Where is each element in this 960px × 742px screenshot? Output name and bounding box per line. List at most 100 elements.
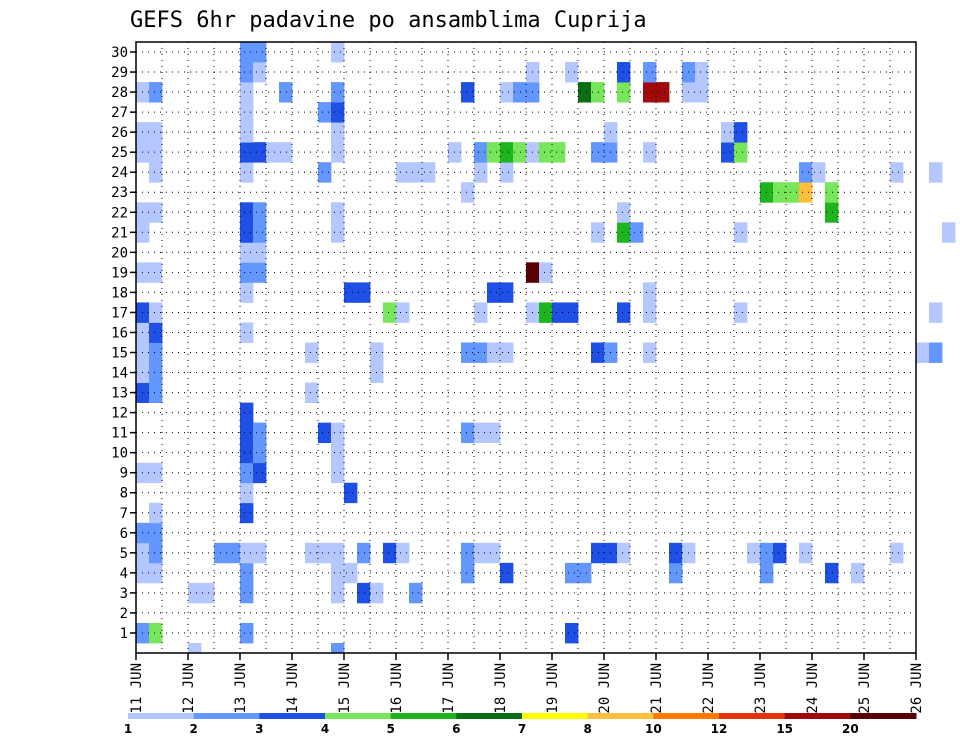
heatmap-cell [149, 122, 163, 143]
heatmap-cell [149, 362, 163, 383]
legend-swatch [325, 713, 392, 719]
heatmap-cell [500, 162, 514, 183]
heatmap-cell [149, 342, 163, 363]
heatmap-cell [240, 82, 254, 103]
heatmap-cell [565, 562, 579, 584]
heatmap-cell [487, 282, 501, 303]
heatmap-cell [331, 442, 345, 464]
heatmap-cell [149, 142, 163, 163]
heatmap-cell [240, 62, 254, 83]
heatmap-cell [721, 142, 735, 163]
y-tick-label: 28 [111, 85, 128, 101]
heatmap-cell [461, 82, 475, 103]
heatmap-cell [331, 422, 345, 444]
heatmap-cell [357, 582, 371, 604]
heatmap-cell [643, 302, 657, 323]
legend-label: 3 [255, 722, 263, 736]
heatmap-cell [500, 342, 514, 363]
heatmap-cell [500, 562, 514, 584]
heatmap-cell [240, 202, 254, 223]
x-axis: 11 JUN 12 JUN 13 JUN 14 JUN 15 JUN 16 JUN 17 J… [129, 653, 925, 714]
heatmap-cell [357, 282, 371, 303]
heatmap-cell [149, 562, 163, 584]
heatmap-cell [513, 142, 527, 163]
y-tick-label: 23 [111, 185, 128, 201]
legend-label: 1 [124, 722, 132, 736]
heatmap-cell [149, 262, 163, 283]
heatmap-cell [149, 502, 163, 524]
y-tick-label: 20 [111, 245, 128, 261]
legend-swatch [259, 713, 326, 719]
heatmap-cell [149, 542, 163, 564]
heatmap-cell [474, 342, 488, 363]
legend-label: 15 [776, 722, 793, 736]
heatmap-cell [253, 42, 267, 63]
legend-swatch [587, 713, 654, 719]
heatmap-cell [786, 182, 800, 203]
heatmap-cell [799, 162, 813, 183]
heatmap-cell [240, 42, 254, 63]
heatmap-cell [461, 542, 475, 564]
heatmap-cell [149, 622, 163, 644]
x-tick-label: 14 JUN [285, 663, 301, 714]
heatmap-cell [253, 422, 267, 444]
heatmap-cell [305, 542, 319, 564]
heatmap-cell [357, 542, 371, 564]
legend-label: 20 [842, 722, 859, 736]
heatmap-cell [331, 82, 345, 103]
heatmap-cell [578, 562, 592, 584]
y-tick-label: 17 [111, 305, 128, 321]
legend-swatch [653, 713, 720, 719]
heatmap-cell [396, 162, 410, 183]
heatmap-cell [201, 582, 215, 604]
heatmap-cell [331, 562, 345, 584]
y-tick-label: 27 [111, 105, 128, 121]
chart-title: GEFS 6hr padavine po ansamblima Cuprija [130, 8, 647, 33]
plot-area [135, 41, 956, 654]
heatmap-cell [474, 422, 488, 444]
heatmap-cell [149, 322, 163, 343]
heatmap-cell [565, 622, 579, 644]
heatmap-cell [461, 422, 475, 444]
heatmap-cell [331, 102, 345, 123]
y-tick-label: 4 [120, 566, 128, 582]
heatmap-cell [253, 142, 267, 163]
heatmap-cell [240, 422, 254, 444]
legend-label: 10 [645, 722, 662, 736]
heatmap-cell [331, 142, 345, 163]
x-tick-label: 16 JUN [389, 663, 405, 714]
x-tick-label: 23 JUN [753, 663, 769, 714]
heatmap-cell [409, 582, 423, 604]
heatmap-cell [825, 562, 839, 584]
heatmap-cell [253, 242, 267, 263]
x-tick-label: 24 JUN [805, 663, 821, 714]
heatmap-cell [500, 142, 514, 163]
heatmap-cell [383, 542, 397, 564]
heatmap-cell [344, 482, 358, 504]
heatmap-cell [253, 202, 267, 223]
heatmap-cell [734, 302, 748, 323]
y-tick-label: 7 [120, 506, 128, 522]
heatmap-cell [643, 142, 657, 163]
heatmap-cell [266, 142, 280, 163]
heatmap-cell [422, 162, 436, 183]
heatmap-cell [747, 542, 761, 564]
legend-label: 5 [386, 722, 394, 736]
heatmap-cell [474, 162, 488, 183]
x-tick-label: 26 JUN [909, 663, 925, 714]
heatmap-cell [305, 342, 319, 363]
heatmap-cell [240, 542, 254, 564]
heatmap-cell [539, 142, 553, 163]
heatmap-cell [552, 302, 566, 323]
heatmap-cell [773, 542, 787, 564]
heatmap-cell [253, 542, 267, 564]
heatmap-cell [149, 202, 163, 223]
heatmap-cell [240, 402, 254, 424]
heatmap-cell [591, 142, 605, 163]
heatmap-cell [695, 62, 709, 83]
y-tick-label: 8 [120, 486, 128, 502]
heatmap-cell [279, 82, 293, 103]
heatmap-cell [890, 162, 904, 183]
heatmap-cell [669, 542, 683, 564]
legend-swatch [784, 713, 851, 719]
